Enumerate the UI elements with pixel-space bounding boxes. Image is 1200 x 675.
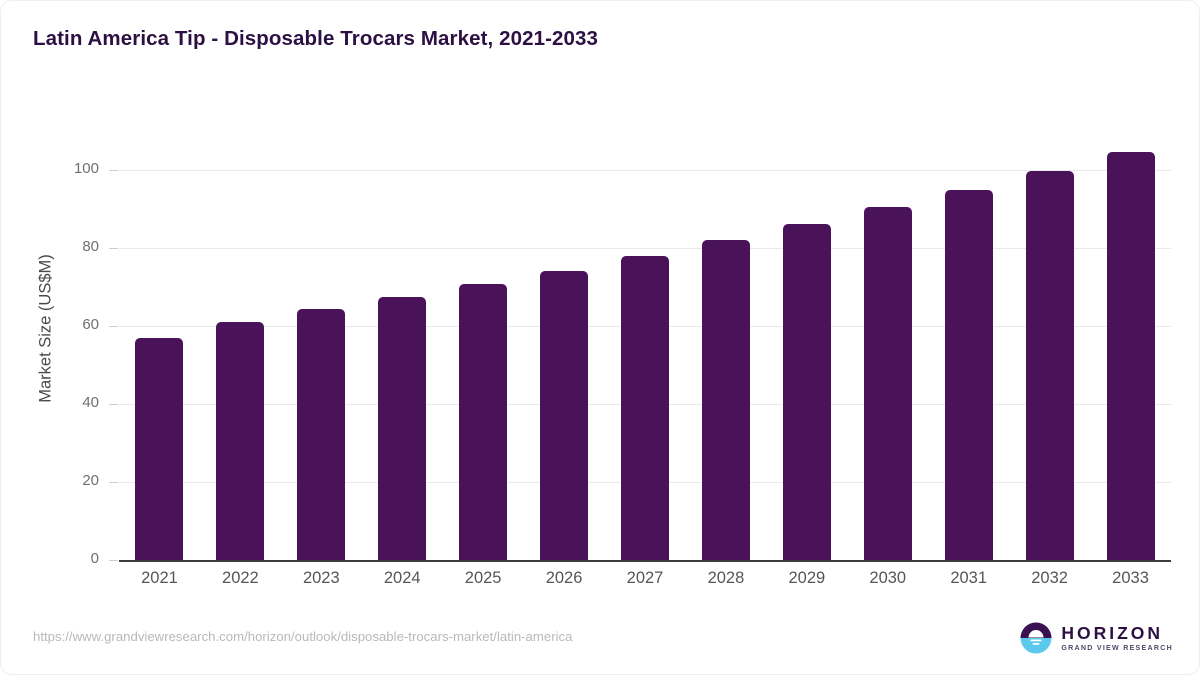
bars-layer xyxy=(119,131,1171,560)
bar[interactable] xyxy=(1106,151,1155,560)
y-tick-label: 100 xyxy=(73,160,99,177)
gridline xyxy=(119,170,1171,171)
x-tick-label: 2027 xyxy=(626,569,664,587)
x-tick-label: 2025 xyxy=(464,569,502,587)
bar[interactable] xyxy=(378,296,427,560)
horizon-circle-icon xyxy=(1020,622,1052,654)
bar[interactable] xyxy=(459,284,508,560)
x-tick-label: 2024 xyxy=(383,569,421,587)
y-tick-label: 80 xyxy=(82,238,99,255)
bar[interactable] xyxy=(782,224,831,560)
source-url[interactable]: https://www.grandviewresearch.com/horizo… xyxy=(33,629,573,644)
y-tick-label: 0 xyxy=(90,550,99,567)
bar[interactable] xyxy=(1025,171,1074,560)
x-tick-label: 2028 xyxy=(707,569,745,587)
logo-tagline: GRAND VIEW RESEARCH xyxy=(1061,643,1173,652)
bar[interactable] xyxy=(701,239,750,560)
y-tick-mark xyxy=(109,170,118,171)
x-tick-label: 2032 xyxy=(1031,569,1068,587)
logo[interactable]: HORIZON GRAND VIEW RESEARCH xyxy=(1020,622,1173,654)
bar[interactable] xyxy=(297,309,346,560)
x-tick-label: 2030 xyxy=(869,569,907,587)
x-axis-labels: 2021 2022 2023 2024 2025 2026 2027 2028 2029 2030… xyxy=(119,569,1171,599)
y-tick-label: 60 xyxy=(82,316,99,333)
y-tick-mark xyxy=(109,248,118,249)
x-tick-label: 2033 xyxy=(1112,569,1149,587)
y-tick-mark xyxy=(109,404,118,405)
x-tick-label: 2026 xyxy=(545,569,583,587)
y-tick-mark xyxy=(109,326,118,327)
x-tick-label: 2023 xyxy=(302,569,340,587)
bar[interactable] xyxy=(540,270,589,560)
y-tick-label: 20 xyxy=(82,472,99,489)
logo-wordmark: HORIZON xyxy=(1061,622,1164,643)
bar[interactable] xyxy=(944,189,993,560)
x-tick-label: 2022 xyxy=(222,569,259,587)
gridline xyxy=(119,248,1171,249)
bar[interactable] xyxy=(135,337,184,560)
bar[interactable] xyxy=(863,207,912,560)
x-axis-line xyxy=(119,560,1171,562)
bar[interactable] xyxy=(216,321,265,560)
y-tick-mark xyxy=(109,482,118,483)
logo-text: HORIZON GRAND VIEW RESEARCH xyxy=(1061,622,1173,653)
y-axis: Market Size (US$M) 0 20 40 60 80 100 xyxy=(1,1,118,674)
x-tick-label: 2021 xyxy=(141,569,178,587)
y-tick-label: 40 xyxy=(82,394,99,411)
bar[interactable] xyxy=(621,255,669,560)
x-tick-label: 2029 xyxy=(788,569,826,587)
y-tick-mark xyxy=(109,560,118,561)
page-title: Latin America Tip - Disposable Trocars M… xyxy=(33,27,599,50)
x-tick-label: 2031 xyxy=(950,569,988,587)
